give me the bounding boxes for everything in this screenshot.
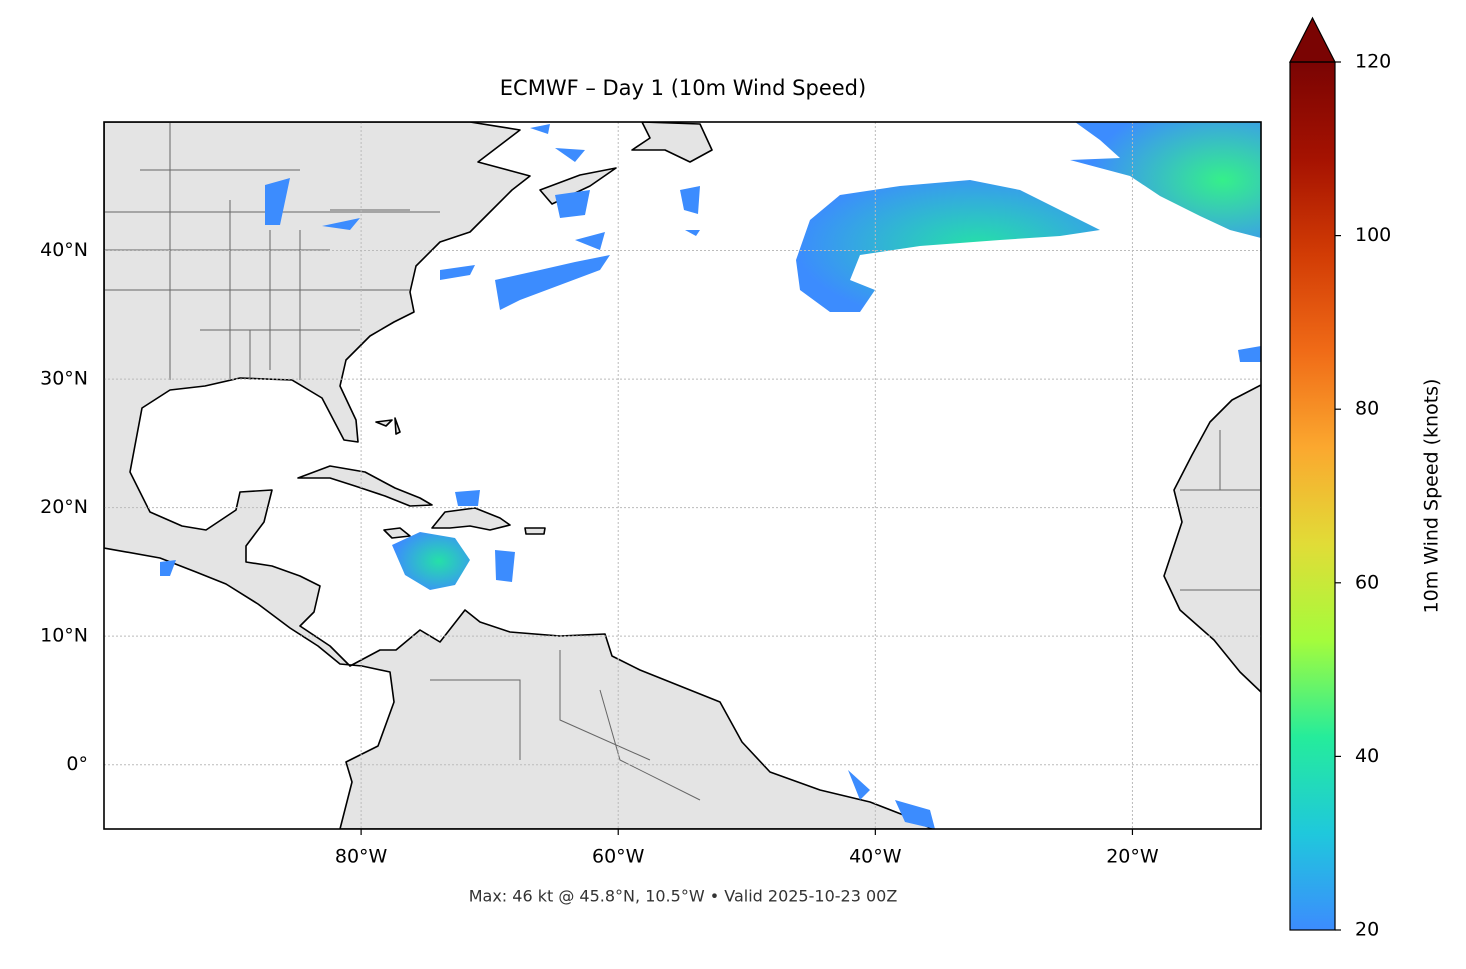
footnote: Max: 46 kt @ 45.8°N, 10.5°W • Valid 2025… [469, 887, 898, 906]
colorbar-label: 10m Wind Speed (knots) [1421, 379, 1443, 614]
colorbar-tick-label: 120 [1355, 51, 1391, 73]
hispaniola [431, 507, 511, 531]
geography [104, 122, 1261, 829]
y-tick-label: 30°N [40, 368, 88, 390]
colorbar-tick-label: 60 [1355, 571, 1379, 593]
chart-title: ECMWF – Day 1 (10m Wind Speed) [500, 76, 866, 100]
y-tick-label: 10°N [40, 625, 88, 647]
colorbar-tick-label: 80 [1355, 398, 1379, 420]
x-tick-label: 80°W [335, 846, 388, 868]
x-tick-label: 20°W [1106, 846, 1159, 868]
americas [104, 122, 933, 829]
colorbar-tick-label: 100 [1355, 224, 1391, 246]
bahamas [375, 417, 401, 435]
colorbar-scale [1290, 62, 1335, 930]
cuba [297, 465, 433, 507]
colorbar-frame [1289, 61, 1336, 931]
x-tick-label: 40°W [849, 846, 902, 868]
wind-area [796, 180, 1100, 312]
newfoundland [631, 122, 713, 163]
colorbar-tick-label: 20 [1355, 919, 1379, 941]
y-tick-label: 20°N [40, 496, 88, 518]
y-tick-label: 40°N [40, 239, 88, 261]
y-tick-label: 0° [66, 753, 88, 775]
colorbar-tick-label: 40 [1355, 745, 1379, 767]
colorbar-extend [1289, 16, 1336, 63]
africa [1163, 384, 1261, 693]
axes: 80°W 60°W 40°W 20°W 0° 10°N 20°N 30°N 40°N [40, 239, 1159, 867]
grid [104, 122, 1261, 829]
wind-area [1070, 122, 1261, 238]
colorbar: 20 40 60 80 100 120 10m Wind Speed (knots) [1289, 16, 1443, 941]
puerto-rico [524, 527, 546, 535]
map-frame [103, 121, 1262, 830]
x-tick-label: 60°W [592, 846, 645, 868]
wind-area [392, 532, 470, 590]
wind-area [160, 124, 1261, 829]
jamaica [383, 527, 411, 539]
